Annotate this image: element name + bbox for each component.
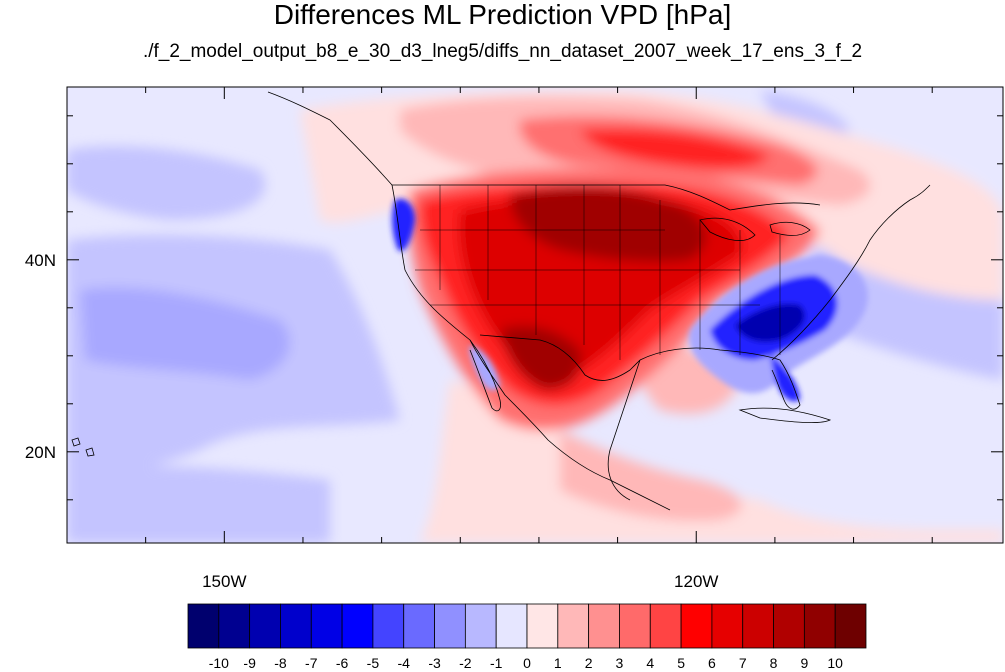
colorbar-swatch	[526, 603, 559, 649]
pacific-northwest-blue	[392, 198, 415, 251]
y-tick-label: 40N	[25, 251, 56, 270]
colorbar-swatch	[187, 603, 220, 649]
colorbar-swatch	[434, 603, 466, 649]
colorbar-label: 3	[616, 655, 624, 671]
colorbar-swatch	[557, 603, 590, 649]
colorbar: -10 -9 -8 -7 -6 -5 -4 -3 -2 -1 0 1 2 3 4 5 6 7 8 9 10	[187, 603, 867, 671]
colorbar-swatch	[619, 603, 651, 649]
red-north	[580, 128, 770, 169]
x-tick-label: 120W	[674, 572, 718, 591]
great-lakes	[699, 217, 811, 241]
colorbar-label: 6	[708, 655, 716, 671]
colorbar-swatch	[588, 603, 620, 649]
colorbar-label: 1	[554, 655, 562, 671]
south-pacific-blue	[67, 465, 330, 543]
north-america-west-coast	[267, 91, 671, 511]
colorbar-label: -2	[459, 655, 472, 671]
colorbar-swatch	[372, 603, 405, 649]
colorbar-swatch	[218, 603, 251, 649]
vpd-difference-field	[67, 87, 1003, 543]
colorbar-label: -8	[274, 655, 287, 671]
colorbar-swatch	[403, 603, 435, 649]
colorbar-label: -7	[305, 655, 318, 671]
colorbar-swatch	[680, 603, 713, 649]
north-pacific-blue	[67, 146, 266, 220]
colorbar-label: -10	[209, 655, 229, 671]
colorbar-label: 7	[739, 655, 747, 671]
florida-blue	[770, 355, 800, 402]
colorbar-swatch	[742, 603, 774, 649]
colorbar-label: 4	[646, 655, 654, 671]
colorbar-label: 10	[827, 655, 843, 671]
colorbar-label: -5	[367, 655, 380, 671]
colorbar-label: 0	[523, 655, 531, 671]
pink-region	[560, 430, 742, 521]
maroon-core	[500, 326, 581, 390]
colorbar-label: 8	[770, 655, 778, 671]
pink-region	[420, 380, 1003, 543]
colorbar-swatch	[495, 603, 528, 649]
colorbar-label: 5	[677, 655, 685, 671]
y-tick-label: 20N	[25, 443, 56, 462]
colorbar-swatch	[280, 603, 312, 649]
colorbar-swatch	[649, 603, 682, 649]
colorbar-swatch	[834, 603, 867, 649]
southeast-blue	[735, 303, 805, 342]
pacific-blue-band	[80, 287, 290, 380]
plot-frame	[66, 86, 1004, 544]
gulf-coast	[639, 347, 801, 410]
y-axis-ticks: 40N 20N	[25, 115, 1003, 501]
colorbar-swatch	[310, 603, 343, 649]
x-axis-ticks: 150W120W90W	[66, 87, 933, 591]
colorbar-label: -9	[243, 655, 256, 671]
map-title: Differences ML Prediction VPD [hPa]	[273, 0, 732, 30]
colorbar-label: -6	[336, 655, 349, 671]
colorbar-label: -4	[398, 655, 411, 671]
colorbar-swatch	[711, 603, 744, 649]
hawaii-islands	[71, 437, 95, 457]
baja-blue	[469, 345, 500, 391]
us-canada-border	[392, 184, 821, 211]
state-lines	[415, 185, 781, 360]
map-subtitle: ./f_2_model_output_b8_e_30_d3_lneg5/diff…	[142, 41, 863, 62]
colorbar-label: -3	[428, 655, 441, 671]
coastlines-and-borders	[71, 91, 931, 511]
colorbar-label: 9	[800, 655, 808, 671]
colorbar-swatch	[464, 603, 497, 649]
cuba	[738, 407, 832, 423]
maroon-core	[510, 186, 707, 262]
colorbar-label: -1	[490, 655, 503, 671]
x-tick-label: 150W	[202, 572, 246, 591]
mexico-east-coast	[607, 359, 641, 501]
colorbar-swatch	[773, 603, 805, 649]
colorbar-swatch	[341, 603, 374, 649]
colorbar-swatch	[803, 603, 836, 649]
east-coast	[771, 184, 931, 361]
baja-peninsula	[469, 339, 501, 412]
colorbar-swatch	[249, 603, 281, 649]
colorbar-label: 2	[585, 655, 593, 671]
us-mexico-border	[479, 334, 641, 381]
